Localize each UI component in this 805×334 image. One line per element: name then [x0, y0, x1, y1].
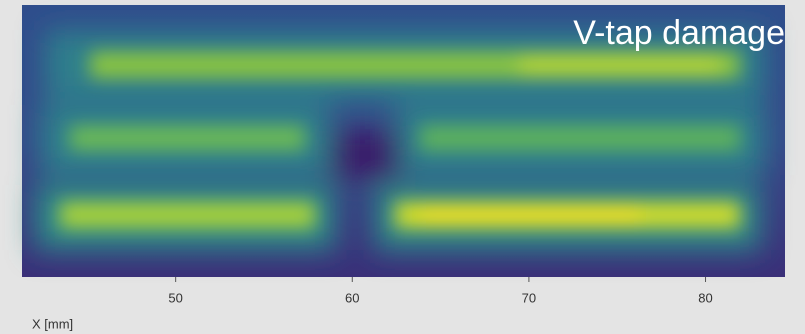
annotation: V-tap damage [573, 14, 785, 52]
x-tick-label: 80 [698, 290, 712, 305]
x-tick-label: 60 [345, 290, 359, 305]
x-tick-label: 50 [168, 290, 182, 305]
chart: V-tap damage X [mm] 50 60 70 80 [0, 0, 805, 334]
x-tick-label: 70 [522, 290, 536, 305]
x-axis-label: X [mm] [32, 316, 73, 331]
